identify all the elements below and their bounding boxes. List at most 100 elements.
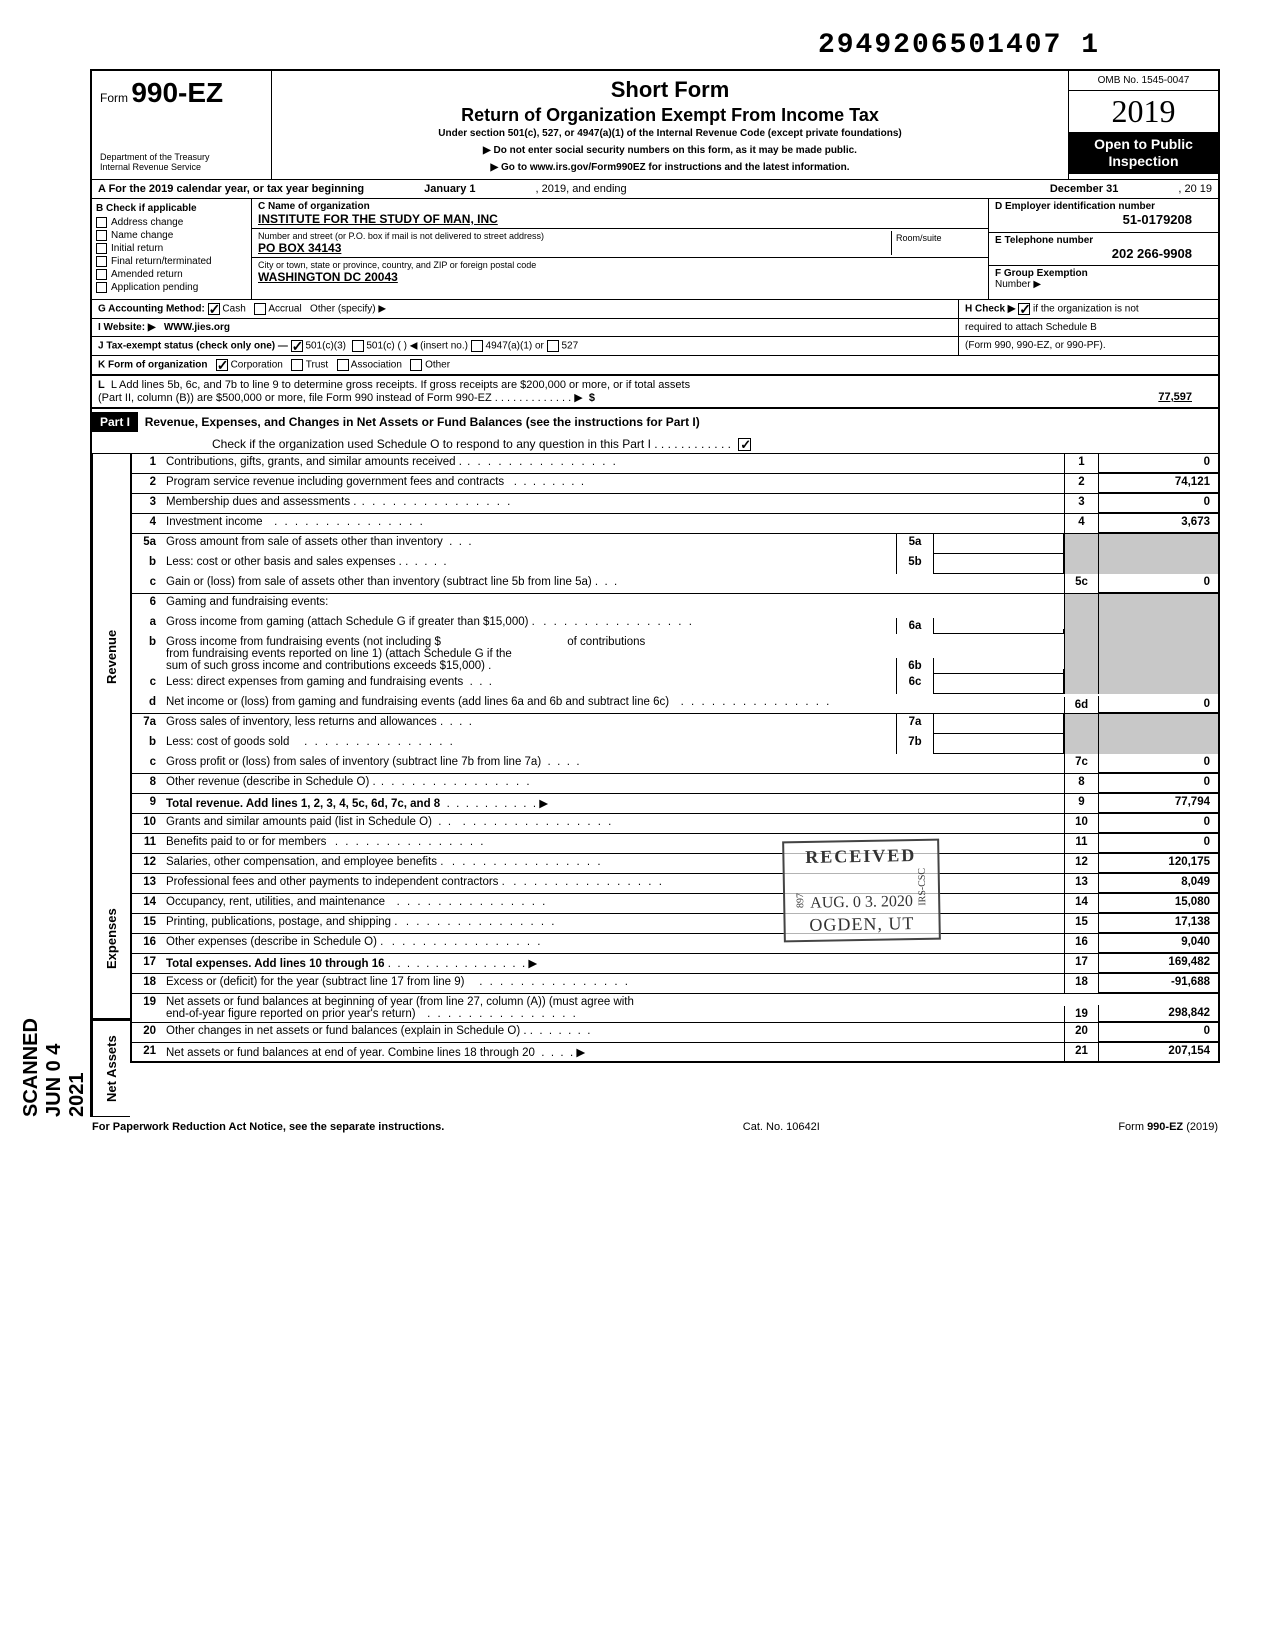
line20-text: Other changes in net assets or fund bala… [166,1025,527,1037]
h-text3: (Form 990, 990-EZ, or 990-PF). [958,337,1218,355]
h-text: if the organization is not [1033,304,1139,315]
chk-other-org[interactable] [410,359,422,371]
open-public-1: Open to Public [1071,136,1216,153]
return-title: Return of Organization Exempt From Incom… [280,105,1060,126]
side-revenue: Revenue [92,454,130,859]
chk-address-change[interactable] [96,217,107,228]
line4-val: 3,673 [1098,514,1218,533]
omb-number: OMB No. 1545-0047 [1069,71,1218,91]
chk-application-pending[interactable] [96,282,107,293]
line8-text: Other revenue (describe in Schedule O) . [166,776,376,788]
line19-text1: Net assets or fund balances at beginning… [166,996,634,1008]
lbl-insert-no: ) ◀ (insert no.) [404,341,468,352]
h-label: H Check ▶ [965,304,1015,315]
form-number: 990-EZ [131,77,223,108]
lbl-4947: 4947(a)(1) or [486,341,544,352]
c-label: C Name of organization [258,201,982,212]
line1-text: Contributions, gifts, grants, and simila… [166,456,462,468]
chk-4947[interactable] [471,340,483,352]
lbl-name-change: Name change [111,230,173,241]
chk-corporation[interactable] [216,359,228,371]
lbl-527: 527 [561,341,578,352]
line7a-val [934,714,1064,734]
line19-val: 298,842 [1098,1005,1218,1022]
line9-val: 77,794 [1098,794,1218,813]
line2-val: 74,121 [1098,474,1218,493]
chk-accrual[interactable] [254,303,266,315]
line16-text: Other expenses (describe in Schedule O) … [166,936,383,948]
chk-name-change[interactable] [96,230,107,241]
chk-h[interactable] [1018,303,1030,315]
line5b-val [934,554,1064,574]
line6b-text2: of contributions [567,636,645,648]
line6b-text3: from fundraising events reported on line… [166,648,512,660]
lbl-cash: Cash [222,304,245,315]
line1-val: 0 [1098,454,1218,473]
line7a-text: Gross sales of inventory, less returns a… [166,716,437,728]
chk-amended-return[interactable] [96,269,107,280]
org-name: INSTITUTE FOR THE STUDY OF MAN, INC [258,212,982,226]
received-stamp: RECEIVED 897 AUG. 0 3. 2020 IRS-CSC OGDE… [782,839,940,943]
header-note-ssn: ▶ Do not enter social security numbers o… [280,145,1060,156]
line6d-val: 0 [1098,696,1218,713]
lbl-initial-return: Initial return [111,243,163,254]
room-suite-label: Room/suite [892,231,982,255]
f-label2: Number ▶ [995,279,1041,290]
street-label: Number and street (or P.O. box if mail i… [258,231,891,241]
chk-cash[interactable] [208,303,220,315]
row-a-end: December 31 [1050,183,1179,195]
lbl-other-org: Other [425,360,450,371]
chk-schedule-o[interactable] [738,438,751,451]
footer-left: For Paperwork Reduction Act Notice, see … [92,1121,444,1133]
line5c-val: 0 [1098,574,1218,593]
line8-val: 0 [1098,774,1218,793]
chk-final-return[interactable] [96,256,107,267]
line20-val: 0 [1098,1023,1218,1042]
row-a-begin: January 1 [364,183,535,195]
l-dollar: $ [589,392,595,404]
side-expenses: Expenses [92,859,130,1019]
line5a-text: Gross amount from sale of assets other t… [166,536,443,548]
chk-initial-return[interactable] [96,243,107,254]
line3-text: Membership dues and assessments . [166,496,356,508]
part1-sub: Check if the organization used Schedule … [212,437,731,451]
city-label: City or town, state or province, country… [258,260,982,270]
line12-val: 120,175 [1098,854,1218,873]
header-subtitle: Under section 501(c), 527, or 4947(a)(1)… [280,128,1060,139]
g-label: G Accounting Method: [98,304,205,315]
scanned-stamp: SCANNED JUN 0 4 2021 [20,1014,89,1117]
stamp-location: OGDEN, UT [796,913,929,936]
chk-trust[interactable] [291,359,303,371]
d-label: D Employer identification number [995,201,1212,212]
line5c-text: Gain or (loss) from sale of assets other… [166,576,592,588]
line7c-text: Gross profit or (loss) from sales of inv… [166,756,541,768]
lbl-address-change: Address change [111,217,183,228]
stamp-side: IRS-CSC [917,868,929,906]
line19-text2: end-of-year figure reported on prior yea… [166,1008,416,1020]
telephone: 202 266-9908 [995,246,1212,261]
chk-527[interactable] [547,340,559,352]
section-bcdef: B Check if applicable Address change Nam… [90,198,1220,299]
line7c-val: 0 [1098,754,1218,773]
chk-501c[interactable] [352,340,364,352]
line16-val: 9,040 [1098,934,1218,953]
line15-text: Printing, publications, postage, and shi… [166,916,397,928]
l-text1: L Add lines 5b, 6c, and 7b to line 9 to … [111,379,690,391]
dept-irs: Internal Revenue Service [100,163,263,173]
line2-text: Program service revenue including govern… [166,476,504,488]
f-label: F Group Exemption [995,268,1088,279]
row-a-label: A For the 2019 calendar year, or tax yea… [98,183,364,195]
stamp-date: AUG. 0 3. 2020 [810,893,913,912]
tax-year: 2019 [1069,91,1218,132]
line12-text: Salaries, other compensation, and employ… [166,856,443,868]
e-label: E Telephone number [995,235,1212,246]
line7b-val [934,734,1064,754]
lbl-501c3: 501(c)(3) [305,341,346,352]
open-public-2: Inspection [1071,153,1216,170]
line14-val: 15,080 [1098,894,1218,913]
line4-text: Investment income [166,516,263,528]
lbl-501c: 501(c) ( [366,341,400,352]
j-label: J Tax-exempt status (check only one) — [98,341,288,352]
chk-501c3[interactable] [291,340,303,352]
chk-association[interactable] [337,359,349,371]
